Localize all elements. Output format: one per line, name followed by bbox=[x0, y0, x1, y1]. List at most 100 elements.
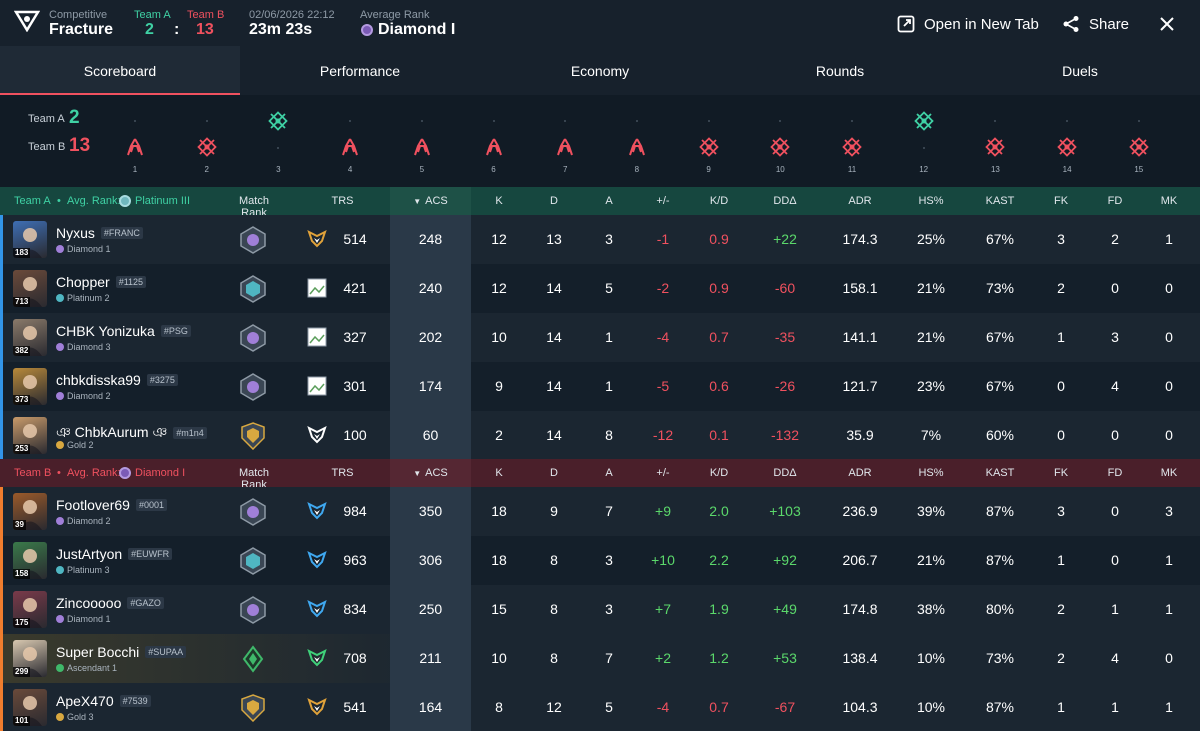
deaths-header[interactable]: D bbox=[550, 195, 558, 207]
player-name-link[interactable]: ঞ ChbkAurum ঞ #m1n4 bbox=[56, 421, 207, 445]
headshot-header[interactable]: HS% bbox=[918, 467, 944, 479]
tab-rounds[interactable]: Rounds bbox=[815, 62, 865, 79]
first-kills-header[interactable]: FK bbox=[1053, 467, 1069, 479]
player-row[interactable]: 175 Zincooooo #GAZO Diamond 1 834 250 15 8 3 +7 1.… bbox=[0, 585, 1200, 634]
close-button[interactable] bbox=[1158, 13, 1185, 35]
round-14[interactable]: 14 bbox=[1052, 103, 1082, 183]
plus-minus-header[interactable]: +/- bbox=[656, 195, 670, 207]
trs-header[interactable]: TRS bbox=[331, 467, 354, 479]
headshot-header[interactable]: HS% bbox=[918, 195, 944, 207]
round-9[interactable]: 9 bbox=[694, 103, 724, 183]
agent-portrait[interactable]: 299 bbox=[13, 640, 47, 677]
player-name-link[interactable]: Nyxus #FRANC bbox=[56, 225, 143, 241]
first-kills-header[interactable]: FK bbox=[1053, 195, 1069, 207]
kills-header[interactable]: K bbox=[495, 195, 503, 207]
first-deaths-header[interactable]: FD bbox=[1107, 195, 1123, 207]
acs-header[interactable]: ▼ ACS bbox=[390, 195, 471, 207]
agent-portrait[interactable]: 382 bbox=[13, 319, 47, 356]
team-b-avg-rank-label: Avg. Rank: bbox=[67, 467, 121, 479]
kills-value: 18 bbox=[491, 503, 507, 519]
kd-header[interactable]: K/D bbox=[709, 195, 729, 207]
round-13[interactable]: 13 bbox=[980, 103, 1010, 183]
player-row[interactable]: 39 Footlover69 #0001 Diamond 2 984 350 18 9 7 +9 2… bbox=[0, 487, 1200, 536]
agent-portrait[interactable]: 158 bbox=[13, 542, 47, 579]
player-name-link[interactable]: JustArtyon #EUWFR bbox=[56, 546, 173, 562]
player-row[interactable]: 183 Nyxus #FRANC Diamond 1 514 248 12 13 3 -1 0.9 +… bbox=[0, 215, 1200, 264]
player-rank: Diamond 1 bbox=[56, 614, 111, 624]
round-10[interactable]: 10 bbox=[765, 103, 795, 183]
tracker-logo-icon bbox=[14, 10, 40, 32]
player-name-link[interactable]: ApeX470 #7539 bbox=[56, 693, 151, 709]
player-name-link[interactable]: Zincooooo #GAZO bbox=[56, 595, 164, 611]
player-name-link[interactable]: Footlover69 #0001 bbox=[56, 497, 167, 513]
kills-value: 12 bbox=[491, 280, 507, 296]
player-row[interactable]: 713 Chopper #1125 Platinum 2 421 240 12 14 5 -2 0.… bbox=[0, 264, 1200, 313]
round-number: 13 bbox=[990, 165, 1000, 174]
round-15[interactable]: 15 bbox=[1124, 103, 1154, 183]
first-kills-value: 0 bbox=[1057, 378, 1065, 394]
player-name-link[interactable]: chbkdisska99 #3275 bbox=[56, 372, 178, 388]
kast-header[interactable]: KAST bbox=[985, 467, 1015, 479]
multikills-header[interactable]: MK bbox=[1160, 195, 1178, 207]
tab-economy[interactable]: Economy bbox=[570, 62, 630, 79]
round-7[interactable]: 7 bbox=[550, 103, 580, 183]
round-5[interactable]: 5 bbox=[407, 103, 437, 183]
agent-portrait[interactable]: 101 bbox=[13, 689, 47, 726]
acs-header[interactable]: ▼ ACS bbox=[390, 467, 471, 479]
share-button[interactable]: Share bbox=[1062, 13, 1129, 35]
round-2[interactable]: 2 bbox=[192, 103, 222, 183]
assists-header[interactable]: A bbox=[605, 467, 613, 479]
multikills-header[interactable]: MK bbox=[1160, 467, 1178, 479]
empty-round-marker bbox=[564, 120, 567, 122]
empty-round-marker bbox=[277, 147, 280, 149]
round-number: 7 bbox=[562, 165, 568, 174]
first-deaths-value: 1 bbox=[1111, 601, 1119, 617]
round-1[interactable]: 1 bbox=[120, 103, 150, 183]
agent-portrait[interactable]: 175 bbox=[13, 591, 47, 628]
acs-value: 306 bbox=[418, 552, 443, 568]
player-tag: #EUWFR bbox=[128, 548, 173, 560]
open-in-new-tab-button[interactable]: Open in New Tab bbox=[897, 13, 1039, 35]
player-name-link[interactable]: Chopper #1125 bbox=[56, 274, 147, 290]
agent-portrait[interactable]: 253 bbox=[13, 417, 47, 454]
first-deaths-header[interactable]: FD bbox=[1107, 467, 1123, 479]
tab-scoreboard[interactable]: Scoreboard bbox=[0, 46, 240, 95]
player-tag: #SUPAA bbox=[145, 646, 187, 658]
player-row[interactable]: 158 JustArtyon #EUWFR Platinum 3 963 306 18 8 3 +… bbox=[0, 536, 1200, 585]
assists-header[interactable]: A bbox=[605, 195, 613, 207]
account-level: 175 bbox=[13, 618, 31, 628]
round-12[interactable]: 12 bbox=[909, 103, 939, 183]
kast-header[interactable]: KAST bbox=[985, 195, 1015, 207]
map-name: Fracture bbox=[49, 21, 114, 38]
round-4[interactable]: 4 bbox=[335, 103, 365, 183]
tab-performance[interactable]: Performance bbox=[319, 62, 401, 79]
agent-portrait[interactable]: 183 bbox=[13, 221, 47, 258]
agent-portrait[interactable]: 373 bbox=[13, 368, 47, 405]
adr-header[interactable]: ADR bbox=[848, 467, 872, 479]
player-row[interactable]: 299 Super Bocchi #SUPAA Ascendant 1 708 211 10… bbox=[0, 634, 1200, 683]
player-row[interactable]: 382 CHBK Yonizuka #PSG Diamond 3 327 202 10 14 1… bbox=[0, 313, 1200, 362]
damage-delta-header[interactable]: DDΔ bbox=[773, 195, 797, 207]
acs-column-highlight bbox=[390, 585, 471, 634]
agent-portrait[interactable]: 39 bbox=[13, 493, 47, 530]
player-row[interactable]: 253 ঞ ChbkAurum ঞ #m1n4 Gold 2 100 60 2 14 8 -12 0… bbox=[0, 411, 1200, 460]
round-3[interactable]: 3 bbox=[263, 103, 293, 183]
tab-duels[interactable]: Duels bbox=[1062, 62, 1098, 79]
round-6[interactable]: 6 bbox=[479, 103, 509, 183]
player-row[interactable]: 101 ApeX470 #7539 Gold 3 541 164 8 12 5 -4 0.7 -67 1… bbox=[0, 683, 1200, 731]
player-name-link[interactable]: Super Bocchi #SUPAA bbox=[56, 644, 187, 660]
round-8[interactable]: 8 bbox=[622, 103, 652, 183]
deaths-header[interactable]: D bbox=[550, 467, 558, 479]
adr-header[interactable]: ADR bbox=[848, 195, 872, 207]
agent-portrait[interactable]: 713 bbox=[13, 270, 47, 307]
kills-header[interactable]: K bbox=[495, 467, 503, 479]
round-11[interactable]: 11 bbox=[837, 103, 867, 183]
player-row[interactable]: 373 chbkdisska99 #3275 Diamond 2 301 174 9 14 1 -… bbox=[0, 362, 1200, 411]
multikills-value: 1 bbox=[1165, 699, 1173, 715]
damage-delta-header[interactable]: DDΔ bbox=[773, 467, 797, 479]
player-name-link[interactable]: CHBK Yonizuka #PSG bbox=[56, 323, 191, 339]
plus-minus-header[interactable]: +/- bbox=[656, 467, 670, 479]
kd-header[interactable]: K/D bbox=[709, 467, 729, 479]
trs-header[interactable]: TRS bbox=[331, 195, 354, 207]
headshot-value: 21% bbox=[916, 552, 946, 568]
